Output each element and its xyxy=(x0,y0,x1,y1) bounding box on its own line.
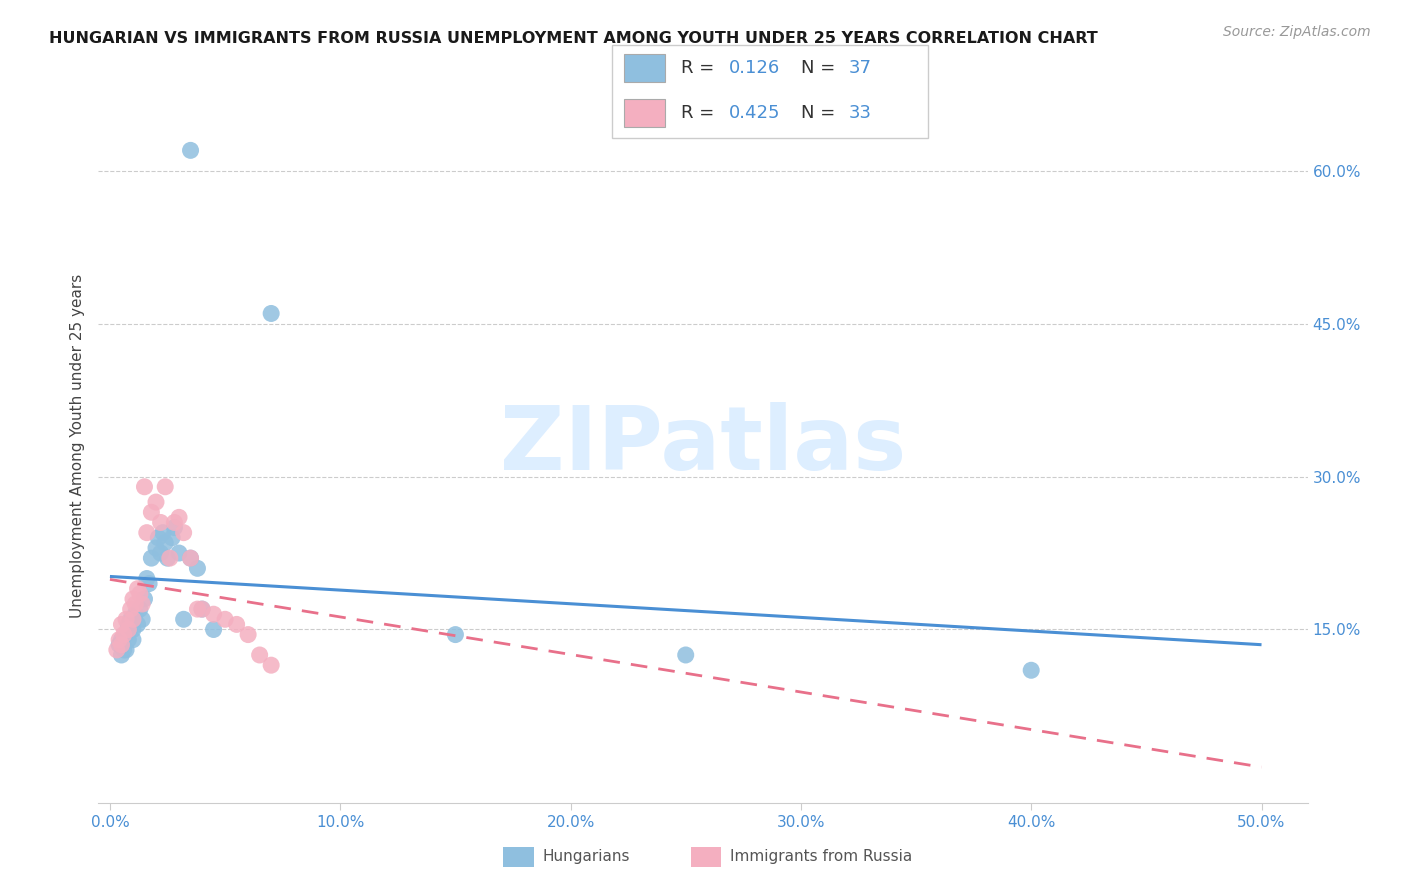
Point xyxy=(105,643,128,657)
Point xyxy=(152,525,174,540)
Point xyxy=(202,607,225,622)
Point xyxy=(115,612,138,626)
Point xyxy=(145,541,167,555)
Point xyxy=(236,627,259,641)
Point xyxy=(444,627,467,641)
Point xyxy=(163,516,186,530)
Point xyxy=(149,546,172,560)
Point xyxy=(117,617,139,632)
Y-axis label: Unemployment Among Youth under 25 years: Unemployment Among Youth under 25 years xyxy=(69,274,84,618)
Point xyxy=(115,627,138,641)
Text: N =: N = xyxy=(801,103,841,121)
FancyBboxPatch shape xyxy=(690,847,721,867)
Text: Hungarians: Hungarians xyxy=(543,849,630,863)
Point xyxy=(117,632,139,647)
Point xyxy=(141,505,163,519)
Point xyxy=(135,525,157,540)
Point xyxy=(108,638,131,652)
Point xyxy=(167,510,190,524)
Point xyxy=(173,612,195,626)
Text: HUNGARIAN VS IMMIGRANTS FROM RUSSIA UNEMPLOYMENT AMONG YOUTH UNDER 25 YEARS CORR: HUNGARIAN VS IMMIGRANTS FROM RUSSIA UNEM… xyxy=(49,31,1098,46)
Point xyxy=(155,480,177,494)
Point xyxy=(156,551,179,566)
Text: Source: ZipAtlas.com: Source: ZipAtlas.com xyxy=(1223,25,1371,39)
Point xyxy=(110,632,132,647)
Point xyxy=(120,602,142,616)
Point xyxy=(117,623,139,637)
FancyBboxPatch shape xyxy=(624,99,665,127)
Point xyxy=(128,587,150,601)
Point xyxy=(260,306,283,320)
Text: 0.126: 0.126 xyxy=(728,59,780,77)
Point xyxy=(131,612,153,626)
Point xyxy=(180,551,202,566)
Point xyxy=(155,536,177,550)
Point xyxy=(214,612,236,626)
Point xyxy=(112,643,135,657)
Point xyxy=(180,144,202,158)
Point xyxy=(110,638,132,652)
Point xyxy=(134,591,156,606)
Point xyxy=(122,612,145,626)
Point xyxy=(127,617,149,632)
Point xyxy=(128,602,150,616)
Text: R =: R = xyxy=(682,59,720,77)
Point xyxy=(127,582,149,596)
Point xyxy=(110,617,132,632)
Point xyxy=(225,617,247,632)
Point xyxy=(148,531,170,545)
Point xyxy=(124,597,146,611)
Point xyxy=(108,632,131,647)
Point xyxy=(202,623,225,637)
Point xyxy=(173,525,195,540)
Text: Immigrants from Russia: Immigrants from Russia xyxy=(730,849,912,863)
FancyBboxPatch shape xyxy=(624,54,665,82)
Point xyxy=(160,531,183,545)
Point xyxy=(249,648,271,662)
Point xyxy=(186,561,208,575)
Point xyxy=(149,516,172,530)
Point xyxy=(191,602,214,616)
Text: R =: R = xyxy=(682,103,720,121)
Point xyxy=(138,576,160,591)
Text: ZIPatlas: ZIPatlas xyxy=(501,402,905,490)
Point xyxy=(120,612,142,626)
Text: 37: 37 xyxy=(849,59,872,77)
Point xyxy=(167,546,190,560)
Point xyxy=(135,572,157,586)
Point xyxy=(260,658,283,673)
Point xyxy=(145,495,167,509)
Text: N =: N = xyxy=(801,59,841,77)
Point xyxy=(134,480,156,494)
Point xyxy=(180,551,202,566)
Point xyxy=(159,551,181,566)
Point xyxy=(124,607,146,622)
Point xyxy=(191,602,214,616)
Point xyxy=(675,648,697,662)
Point xyxy=(122,591,145,606)
Point xyxy=(141,551,163,566)
Text: 33: 33 xyxy=(849,103,872,121)
Point xyxy=(122,632,145,647)
Point xyxy=(131,597,153,611)
Text: 0.425: 0.425 xyxy=(728,103,780,121)
FancyBboxPatch shape xyxy=(503,847,534,867)
Point xyxy=(1019,663,1042,677)
Point xyxy=(110,648,132,662)
Point xyxy=(186,602,208,616)
Point xyxy=(112,627,135,641)
Point xyxy=(122,623,145,637)
Point xyxy=(163,520,186,534)
Point xyxy=(115,643,138,657)
